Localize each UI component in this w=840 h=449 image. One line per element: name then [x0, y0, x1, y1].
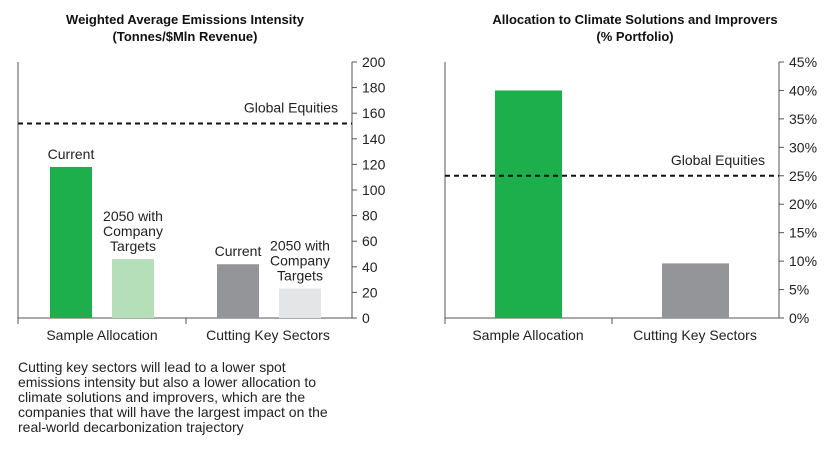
- chart1-y-tick-label: 0: [362, 310, 370, 326]
- chart2-y-tick-label: 35%: [789, 111, 817, 127]
- chart2-bar: [495, 90, 562, 318]
- chart2-y-tick-label: 40%: [789, 82, 817, 98]
- chart1-y-tick-label: 40: [362, 259, 378, 275]
- charts-canvas: Weighted Average Emissions Intensity (Ton…: [17, 12, 817, 343]
- chart1-category-label: Sample Allocation: [46, 327, 157, 343]
- chart1-bar: [279, 288, 321, 318]
- chart2-y-tick-label: 45%: [789, 54, 817, 70]
- chart1-bar-label: Targets: [277, 268, 323, 284]
- chart1-bar: [50, 166, 92, 318]
- chart1-bar-label: Company: [103, 223, 163, 239]
- chart2-title-line: Allocation to Climate Solutions and Impr…: [492, 12, 777, 27]
- chart1-bar-label: Company: [270, 253, 330, 269]
- chart1-y-tick-label: 100: [362, 182, 386, 198]
- chart1-bar: [217, 264, 259, 318]
- chart2-y-tick-label: 0%: [789, 310, 809, 326]
- chart1-bar-label: Current: [215, 243, 262, 259]
- chart1-y-tick-label: 80: [362, 208, 378, 224]
- chart1-reference-label: Global Equities: [244, 99, 338, 115]
- chart1-category-label: Cutting Key Sectors: [206, 327, 330, 343]
- chart1-bar: [112, 259, 154, 318]
- chart2-y-tick-label: 5%: [789, 282, 809, 298]
- chart2-y-tick-label: 20%: [789, 196, 817, 212]
- chart1-bar-label: 2050 with: [103, 208, 163, 224]
- chart2-y-tick-label: 15%: [789, 225, 817, 241]
- chart1-y-tick-label: 140: [362, 131, 386, 147]
- chart1-y-tick-label: 180: [362, 80, 386, 96]
- chart2-category-label: Cutting Key Sectors: [633, 327, 757, 343]
- chart1-bar-label: 2050 with: [270, 238, 330, 254]
- chart1-y-tick-label: 20: [362, 284, 378, 300]
- chart1-bar-label: Current: [48, 146, 95, 162]
- chart1-bar-label: Targets: [110, 238, 156, 254]
- footnote-text: Cutting key sectors will lead to a lower…: [18, 359, 328, 435]
- chart2-y-tick-label: 25%: [789, 168, 817, 184]
- chart1-y-tick-label: 120: [362, 156, 386, 172]
- chart1-y-tick-label: 200: [362, 54, 386, 70]
- chart1-title-line: Weighted Average Emissions Intensity: [66, 12, 305, 27]
- chart2-title-line: (% Portfolio): [596, 29, 673, 44]
- chart2-category-label: Sample Allocation: [472, 327, 583, 343]
- chart1-title-line: (Tonnes/$Mln Revenue): [113, 29, 258, 44]
- chart1-y-tick-label: 60: [362, 233, 378, 249]
- chart2-bar: [662, 263, 729, 318]
- chart2-y-tick-label: 10%: [789, 253, 817, 269]
- chart1-y-tick-label: 160: [362, 105, 386, 121]
- chart2-reference-label: Global Equities: [671, 152, 765, 168]
- chart2-y-tick-label: 30%: [789, 139, 817, 155]
